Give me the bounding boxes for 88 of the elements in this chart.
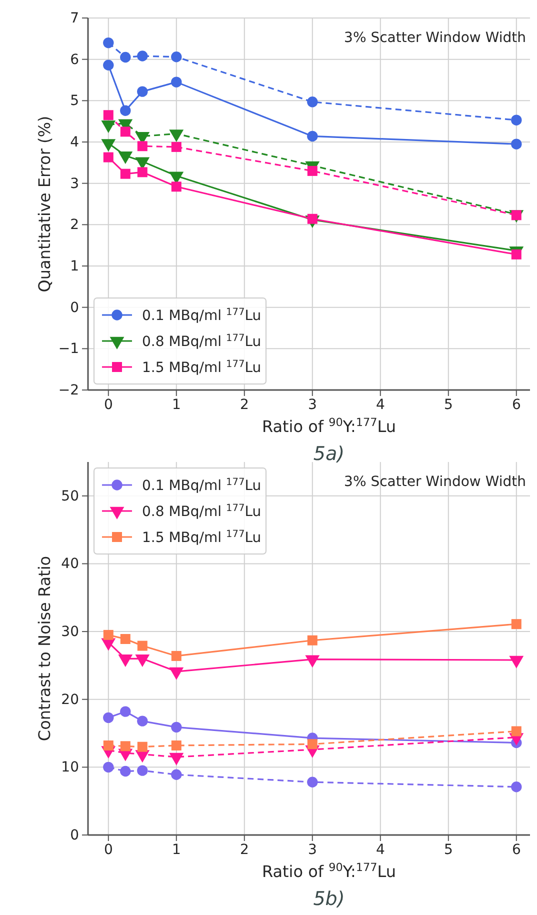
point	[103, 152, 114, 162]
legend-label: 0.1 MBq/ml $^{177}$Lu	[142, 476, 262, 494]
point	[103, 60, 114, 70]
y-tick-label: 20	[61, 692, 79, 708]
annotation: 3% Scatter Window Width	[344, 474, 526, 490]
point	[511, 114, 522, 126]
point	[120, 52, 131, 63]
y-tick-label: 0	[70, 827, 79, 844]
text: 5b)	[313, 888, 345, 910]
point	[171, 182, 182, 192]
point	[120, 168, 130, 179]
y-axis-title: Contrast to Noise Ratio	[35, 556, 54, 742]
point	[137, 86, 148, 97]
x-tick-label: 0	[104, 396, 113, 413]
point	[307, 739, 318, 750]
y-tick-label: −2	[58, 382, 79, 398]
point	[120, 126, 130, 137]
point	[307, 635, 318, 646]
x-tick-label: 2	[240, 842, 249, 858]
point	[171, 740, 182, 750]
point	[120, 706, 131, 717]
x-tick-label: 6	[512, 396, 521, 413]
x-tick-label: 1	[172, 396, 181, 413]
legend-label: 1.5 MBq/ml $^{177}$Lu	[142, 358, 262, 376]
legend-label: 1.5 MBq/ml $^{177}$Lu	[142, 528, 262, 546]
x-tick-label: 4	[376, 396, 385, 413]
y-tick-label: 30	[61, 624, 79, 640]
point	[511, 782, 522, 792]
point	[137, 50, 148, 62]
point	[103, 630, 114, 640]
point	[103, 740, 114, 750]
y-tick-label: −1	[58, 341, 79, 358]
point	[171, 76, 182, 88]
point	[137, 765, 148, 776]
point	[120, 766, 131, 777]
legend-label: 0.1 MBq/ml $^{177}$Lu	[142, 306, 262, 324]
point	[511, 726, 522, 736]
point	[137, 742, 148, 752]
annotation: 3% Scatter Window Width	[344, 30, 526, 46]
point	[307, 776, 318, 788]
point	[137, 141, 148, 152]
text: 5a)	[313, 443, 345, 465]
point	[307, 166, 318, 176]
point	[171, 52, 182, 62]
y-tick-label: 4	[70, 134, 80, 150]
x-tick-label: 0	[104, 842, 113, 858]
point	[103, 762, 114, 773]
y-tick-label: 10	[61, 760, 79, 776]
point	[120, 105, 131, 116]
x-tick-label: 5	[444, 396, 453, 413]
point	[307, 130, 318, 142]
y-tick-label: 7	[70, 10, 79, 26]
legend-label: 0.8 MBq/ml $^{177}$Lu	[142, 332, 262, 350]
x-tick-label: 3	[308, 842, 317, 858]
x-tick-label: 2	[240, 396, 249, 413]
y-tick-label: 40	[61, 556, 79, 572]
point	[171, 769, 182, 780]
point	[307, 96, 318, 108]
point	[511, 249, 522, 260]
point	[171, 650, 182, 661]
point	[137, 640, 148, 651]
point	[171, 142, 182, 152]
point	[137, 167, 148, 178]
x-tick-label: 4	[376, 842, 385, 858]
point	[103, 110, 114, 120]
point	[120, 634, 130, 644]
point	[120, 741, 130, 752]
x-tick-label: 5	[444, 842, 453, 858]
x-tick-label: 6	[512, 842, 521, 858]
y-axis-title: Quantitative Error (%)	[35, 116, 54, 292]
point	[103, 712, 114, 724]
point	[137, 716, 148, 726]
point	[171, 722, 182, 733]
y-tick-label: 1	[70, 258, 79, 274]
legend-label: 0.8 MBq/ml $^{177}$Lu	[142, 502, 262, 520]
x-tick-label: 1	[172, 842, 181, 858]
y-tick-label: 5	[70, 93, 79, 110]
x-tick-label: 3	[308, 396, 317, 413]
y-tick-label: 6	[70, 52, 80, 68]
point	[511, 138, 522, 150]
y-tick-label: 2	[70, 217, 79, 234]
y-tick-label: 3	[70, 176, 79, 192]
y-tick-label: 0	[70, 300, 79, 316]
point	[103, 37, 114, 48]
x-axis-title: Ratio of $^{90}$Y:$^{177}$Lu	[262, 860, 396, 881]
y-tick-label: 50	[61, 488, 79, 504]
point	[511, 619, 522, 630]
x-axis-title: Ratio of $^{90}$Y:$^{177}$Lu	[262, 416, 396, 436]
